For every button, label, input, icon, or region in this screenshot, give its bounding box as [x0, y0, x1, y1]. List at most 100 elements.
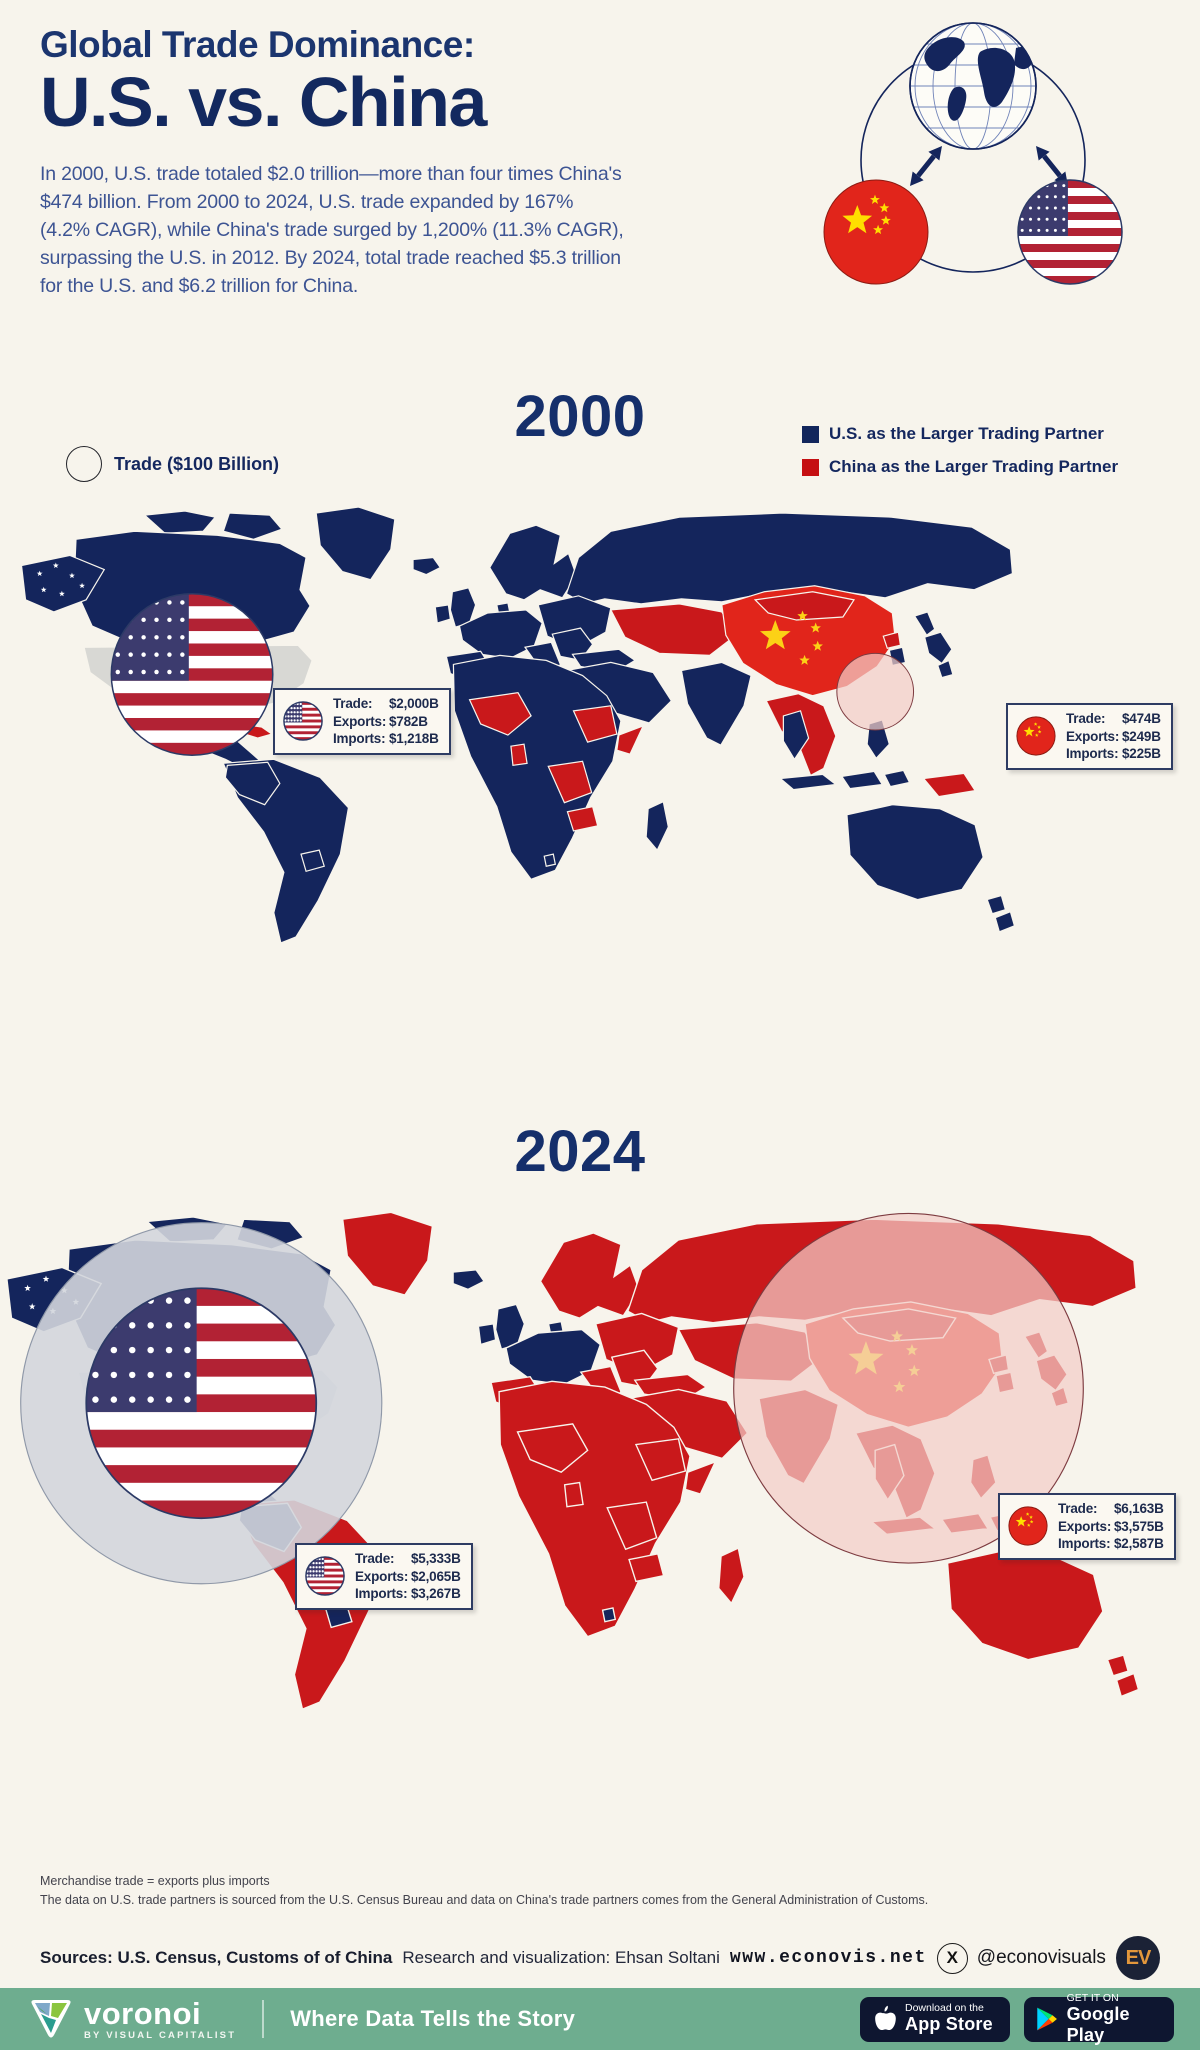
- callout-row: Trade: $5,333B: [355, 1551, 461, 1566]
- callout-row: Imports: $225B: [1066, 746, 1161, 762]
- google-play-badge[interactable]: GET IT ON Google Play: [1024, 1992, 1174, 2045]
- star-shape: [810, 622, 821, 633]
- star-shape: [759, 620, 791, 650]
- china-trade-callout-2024: Trade: $6,163B Exports: $3,575B Imports: $2…: [998, 1493, 1176, 1560]
- star-shape: [1037, 725, 1041, 730]
- footer-bar: voronoi BY VISUAL CAPITALIST Where Data …: [0, 1988, 1200, 2050]
- footnote-source-detail: The data on U.S. trade partners is sourc…: [40, 1893, 929, 1908]
- star-shape: [799, 654, 810, 665]
- country-mongolia: [753, 591, 856, 621]
- social-handle[interactable]: X @econovisuals: [936, 1942, 1106, 1974]
- star-shape: [69, 572, 75, 579]
- us-trade-callout-2000: Trade: $2,000B Exports: $782B Imports: $1,2…: [273, 688, 451, 755]
- star-shape: [1025, 1512, 1030, 1517]
- callout-row: Exports: $2,065B: [355, 1568, 461, 1584]
- footnote-definition: Merchandise trade = exports plus imports: [40, 1874, 270, 1888]
- china-flag-circle: [1016, 716, 1056, 756]
- year-heading-2000: 2000: [514, 384, 646, 449]
- country-southam: [222, 758, 350, 944]
- country-madagascar: [645, 800, 669, 852]
- country-somalia: [684, 1460, 717, 1495]
- country-greenland: [341, 1211, 434, 1296]
- research-credit: Research and visualization: Ehsan Soltan…: [402, 1948, 720, 1967]
- color-legend: U.S. as the Larger Trading Partner China…: [802, 424, 1118, 490]
- callout-row: Exports: $3,575B: [1058, 1518, 1164, 1534]
- sources-text: Sources: U.S. Census, Customs of of Chin…: [40, 1948, 393, 1967]
- star-shape: [24, 1284, 31, 1291]
- country-australia: [946, 1550, 1104, 1661]
- star-shape: [812, 640, 823, 651]
- us-flag-circle: [283, 702, 323, 741]
- us-trade-callout-2024: Trade: $5,333B Exports: $2,065B Imports: $3…: [295, 1543, 473, 1610]
- country-sudan: [634, 1438, 687, 1482]
- app-store-badge[interactable]: Download on the App Store: [860, 1996, 1010, 2042]
- china-2000-exports: $249B: [1122, 728, 1161, 744]
- china-flag-icon: [823, 179, 929, 285]
- us-2000-trade: $2,000B: [389, 696, 439, 711]
- star-shape: [1037, 730, 1042, 734]
- star-shape: [1015, 1516, 1027, 1527]
- us-2000-exports: $782B: [389, 713, 428, 729]
- country-arctic1: [143, 510, 217, 534]
- trade-arrow-left: [910, 146, 942, 186]
- us-flag-icon: [304, 1555, 346, 1597]
- country-ireland: [434, 604, 452, 624]
- country-iceland: [452, 1269, 486, 1291]
- credits-row: Sources: U.S. Census, Customs of of Chin…: [40, 1936, 1160, 1980]
- country-ireland: [477, 1323, 497, 1346]
- country-lesotho: [543, 853, 557, 867]
- star-shape: [58, 590, 65, 597]
- voronoi-logo-icon: [31, 2000, 71, 2038]
- china-flag-icon: [1007, 1505, 1049, 1547]
- title-line1: Global Trade Dominance:: [40, 24, 475, 65]
- country-wafrica: [516, 1423, 589, 1473]
- world-map-2024: Trade: $5,333B Exports: $2,065B Imports: $3…: [0, 1205, 1200, 1845]
- star-shape: [873, 224, 883, 235]
- app-store-line1: Download on the: [905, 2001, 984, 2014]
- country-png: [922, 772, 977, 798]
- title-line2: U.S. vs. China: [40, 63, 487, 141]
- legend-item-us: U.S. as the Larger Trading Partner: [802, 424, 1118, 444]
- choropleth-map-2000: [20, 506, 1016, 944]
- voronoi-brand[interactable]: voronoi BY VISUAL CAPITALIST: [28, 1998, 236, 2041]
- china-flag-stars: [759, 610, 823, 665]
- google-play-line1: GET IT ON: [1066, 1991, 1119, 2004]
- china-2000-trade: $474B: [1122, 711, 1161, 726]
- us-2024-trade: $5,333B: [411, 1551, 461, 1566]
- us-2024-imports: $3,267B: [411, 1586, 461, 1602]
- x-twitter-icon[interactable]: X: [936, 1942, 968, 1974]
- country-colombia: [224, 761, 281, 806]
- year-heading-2024: 2024: [514, 1119, 646, 1184]
- country-centralasia: [609, 603, 737, 656]
- star-shape: [1029, 1515, 1033, 1520]
- us-2024-exports: $2,065B: [411, 1568, 461, 1584]
- star-shape: [1023, 726, 1035, 737]
- us-flag-icon: [282, 700, 324, 742]
- size-legend-label: Trade ($100 Billion): [114, 453, 280, 474]
- app-store-line2: App Store: [905, 2014, 993, 2035]
- star-shape: [79, 582, 85, 589]
- star-shape: [28, 1303, 36, 1310]
- country-wafrica: [468, 692, 532, 736]
- china-2000-imports: $225B: [1122, 746, 1161, 762]
- website-link[interactable]: www.econovis.net: [729, 1948, 927, 1968]
- country-sudan: [572, 705, 618, 743]
- star-shape: [880, 215, 891, 225]
- star-shape: [40, 586, 47, 593]
- country-russia: [565, 512, 1014, 605]
- world-map-2000: Trade: $2,000B Exports: $782B Imports: $1,2…: [0, 505, 1200, 985]
- country-somalia: [616, 724, 645, 755]
- country-benin: [510, 743, 528, 767]
- country-thailand: [782, 710, 810, 761]
- country-madagascar: [718, 1547, 745, 1605]
- callout-row: Exports: $782B: [333, 713, 428, 729]
- country-nz: [1106, 1654, 1140, 1698]
- us-flag-icon: [1017, 179, 1123, 285]
- country-canada: [73, 530, 311, 648]
- app-badges: Download on the App Store GET IT ON Goog…: [860, 1992, 1174, 2045]
- page-title: Global Trade Dominance: U.S. vs. China: [40, 24, 487, 141]
- choropleth-map-2024: [6, 1211, 1140, 1711]
- star-shape: [1029, 1520, 1034, 1524]
- us-legend-label: U.S. as the Larger Trading Partner: [829, 424, 1104, 443]
- china-flag-circle: [823, 179, 929, 285]
